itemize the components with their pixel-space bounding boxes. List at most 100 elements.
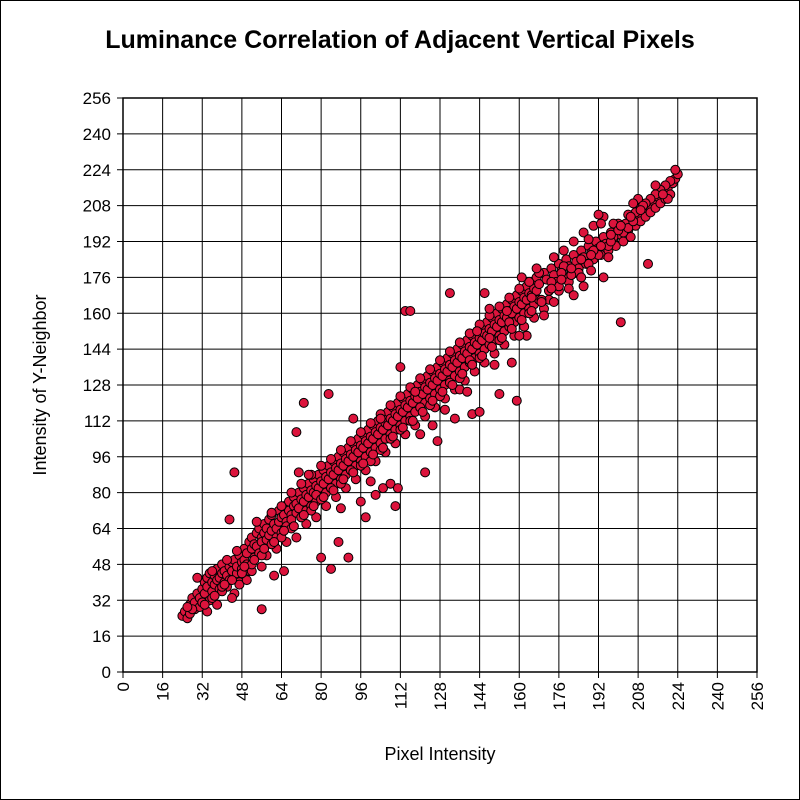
x-tick-label: 224 xyxy=(669,682,688,710)
data-point xyxy=(256,604,267,615)
y-tick-label: 48 xyxy=(92,555,111,574)
data-point xyxy=(474,406,485,417)
data-point xyxy=(494,389,505,399)
data-point xyxy=(182,602,193,612)
data-point xyxy=(311,512,322,523)
data-point xyxy=(435,355,445,366)
data-point xyxy=(395,362,406,373)
data-point xyxy=(566,263,577,274)
data-point xyxy=(447,380,458,390)
data-point xyxy=(316,552,327,563)
y-axis-label: Intensity of Y-Neighbor xyxy=(30,294,50,476)
data-points xyxy=(177,164,683,624)
data-point xyxy=(269,570,280,581)
data-point xyxy=(536,297,547,307)
data-point xyxy=(387,431,398,442)
data-point xyxy=(548,252,559,263)
data-point xyxy=(596,218,606,229)
data-point xyxy=(548,297,559,307)
data-point xyxy=(296,478,307,489)
data-point xyxy=(420,467,431,478)
x-tick-label: 48 xyxy=(233,682,252,701)
data-point xyxy=(657,189,668,200)
y-tick-label: 64 xyxy=(92,520,111,539)
data-point xyxy=(259,543,270,554)
data-point xyxy=(462,386,473,397)
data-point xyxy=(531,263,542,274)
data-point xyxy=(288,521,299,532)
data-point xyxy=(578,227,589,238)
x-tick-label: 192 xyxy=(590,682,609,710)
data-point xyxy=(615,317,626,328)
data-point xyxy=(494,301,505,312)
data-point xyxy=(365,476,376,487)
data-point xyxy=(479,288,490,299)
data-point xyxy=(556,274,567,285)
data-point xyxy=(266,507,277,518)
y-tick-label: 256 xyxy=(83,89,111,108)
y-tick-label: 32 xyxy=(92,591,111,610)
x-tick-label: 240 xyxy=(708,682,727,710)
data-point xyxy=(365,418,376,429)
data-point xyxy=(348,413,359,424)
x-tick-label: 144 xyxy=(471,682,490,710)
x-tick-label: 64 xyxy=(273,682,292,701)
data-point xyxy=(524,276,535,287)
data-point xyxy=(291,427,302,438)
y-tick-label: 208 xyxy=(83,197,111,216)
data-point xyxy=(348,467,359,478)
y-axis-ticks: 0 16 32 48 64 80 96 112 128 144 160 176 192 208 224 240… xyxy=(83,89,123,682)
data-point xyxy=(568,236,579,247)
data-point xyxy=(276,501,287,512)
data-point xyxy=(635,205,646,216)
x-axis-label: Pixel Intensity xyxy=(384,744,496,764)
data-point xyxy=(605,229,616,240)
data-point xyxy=(415,429,426,440)
data-point xyxy=(526,292,537,303)
y-tick-label: 0 xyxy=(102,663,111,682)
data-point xyxy=(355,496,366,507)
data-point xyxy=(514,330,525,341)
data-point xyxy=(586,250,597,260)
data-point xyxy=(625,211,636,222)
data-point xyxy=(385,478,396,489)
data-point xyxy=(467,359,478,370)
data-point xyxy=(234,579,245,590)
x-tick-label: 176 xyxy=(550,682,569,710)
y-tick-label: 80 xyxy=(92,484,111,503)
data-point xyxy=(432,436,443,447)
data-point xyxy=(321,501,332,512)
data-point xyxy=(227,593,237,603)
y-tick-label: 144 xyxy=(83,340,111,359)
data-point xyxy=(568,290,579,301)
data-point xyxy=(378,483,388,494)
data-point xyxy=(227,575,237,586)
data-point xyxy=(534,279,545,290)
data-point xyxy=(229,467,240,478)
data-point xyxy=(615,220,626,231)
data-point xyxy=(472,326,483,337)
data-point xyxy=(378,442,388,453)
data-point xyxy=(385,400,396,411)
y-tick-label: 192 xyxy=(83,233,111,252)
data-point xyxy=(593,209,604,220)
data-point xyxy=(333,537,344,547)
data-point xyxy=(199,599,210,610)
x-tick-label: 208 xyxy=(629,682,648,710)
data-point xyxy=(596,241,606,251)
x-tick-label: 16 xyxy=(154,682,173,701)
data-point xyxy=(643,258,653,269)
data-point xyxy=(405,306,416,316)
data-point xyxy=(251,516,262,527)
data-point xyxy=(298,510,309,520)
data-point xyxy=(279,566,289,577)
y-tick-label: 224 xyxy=(83,161,111,180)
x-tick-label: 256 xyxy=(748,682,767,710)
data-point xyxy=(219,579,230,590)
data-point xyxy=(308,501,319,512)
data-point xyxy=(370,489,381,500)
data-point xyxy=(326,563,336,574)
data-point xyxy=(501,306,512,316)
data-point xyxy=(489,359,500,370)
